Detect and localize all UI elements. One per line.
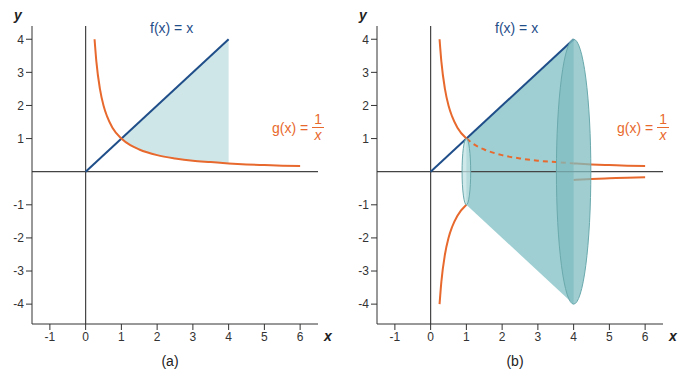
html-text:f(x) = x: f(x) = x <box>495 20 539 36</box>
svg-text:y: y <box>358 7 368 23</box>
html-text:(a): (a) <box>161 353 179 369</box>
svg-text:6: 6 <box>642 330 649 344</box>
html-text:x: x <box>659 127 667 143</box>
svg-text:x: x <box>323 328 333 344</box>
html-text:(b): (b) <box>506 353 524 369</box>
svg-text:4: 4 <box>570 330 577 344</box>
svg-text:5: 5 <box>606 330 613 344</box>
svg-text:-1: -1 <box>390 330 401 344</box>
svg-text:-3: -3 <box>358 264 369 278</box>
svg-text:2: 2 <box>499 330 506 344</box>
svg-text:5: 5 <box>261 330 268 344</box>
svg-text:4: 4 <box>362 33 369 47</box>
svg-text:3: 3 <box>535 330 542 344</box>
svg-text:x: x <box>668 328 678 344</box>
svg-text:1: 1 <box>463 330 470 344</box>
html-text:x: x <box>314 127 322 143</box>
svg-text:0: 0 <box>82 330 89 344</box>
html-text:g(x) = 1: g(x) = 1 <box>617 111 667 136</box>
svg-text:2: 2 <box>17 99 24 113</box>
svg-text:4: 4 <box>225 330 232 344</box>
svg-text:-3: -3 <box>13 264 24 278</box>
svg-text:-1: -1 <box>358 198 369 212</box>
html-text:g(x) = 1: g(x) = 1 <box>272 111 322 136</box>
svg-text:-2: -2 <box>13 231 24 245</box>
svg-text:2: 2 <box>362 99 369 113</box>
svg-text:4: 4 <box>17 33 24 47</box>
svg-text:0: 0 <box>427 330 434 344</box>
svg-text:2: 2 <box>154 330 161 344</box>
svg-text:6: 6 <box>297 330 304 344</box>
svg-text:1: 1 <box>17 132 24 146</box>
svg-text:-4: -4 <box>13 297 24 311</box>
html-text:f(x) = x: f(x) = x <box>150 20 194 36</box>
svg-text:-1: -1 <box>13 198 24 212</box>
svg-text:3: 3 <box>17 66 24 80</box>
svg-text:-1: -1 <box>45 330 56 344</box>
svg-text:3: 3 <box>362 66 369 80</box>
svg-text:1: 1 <box>118 330 125 344</box>
svg-text:y: y <box>13 7 23 23</box>
svg-text:-4: -4 <box>358 297 369 311</box>
svg-text:-2: -2 <box>358 231 369 245</box>
svg-text:3: 3 <box>190 330 197 344</box>
svg-text:1: 1 <box>362 132 369 146</box>
